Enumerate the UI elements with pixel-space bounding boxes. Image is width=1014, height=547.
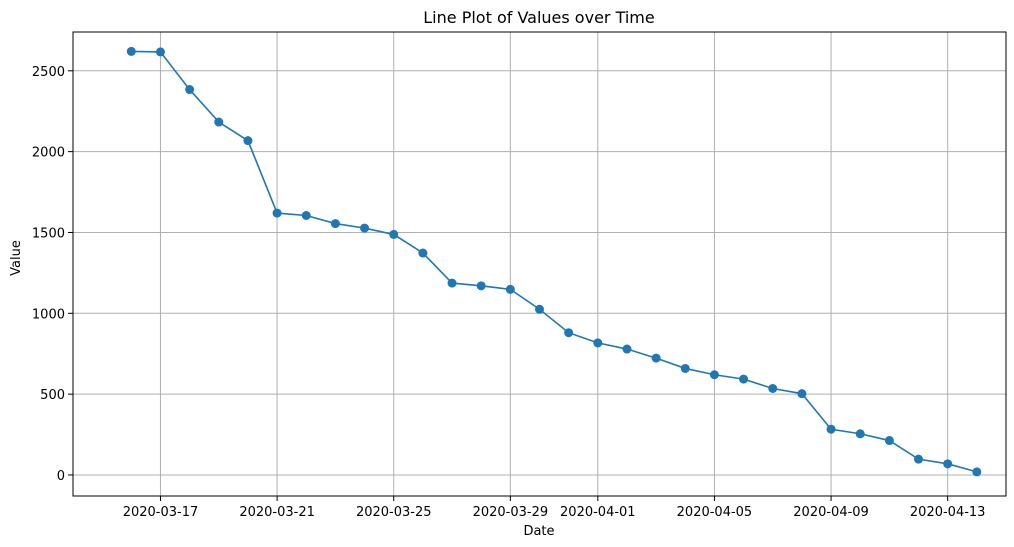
data-point — [505, 284, 515, 294]
data-point — [739, 374, 749, 384]
data-point — [360, 223, 370, 233]
plot-frame — [72, 31, 1007, 497]
data-point — [155, 47, 165, 57]
y-tick-label: 2500 — [32, 65, 65, 80]
data-point — [243, 136, 253, 146]
data-point — [768, 383, 778, 393]
data-point — [651, 353, 661, 363]
data-point — [301, 211, 311, 220]
data-point — [884, 436, 894, 446]
data-point — [330, 219, 340, 229]
series-line — [131, 50, 978, 473]
data-point — [972, 467, 982, 477]
x-axis-label: Date — [523, 524, 554, 539]
chart-title: Line Plot of Values over Time — [423, 8, 654, 27]
x-tick-label: 2020-03-25 — [356, 505, 432, 520]
x-tick-label: 2020-03-17 — [123, 505, 199, 520]
data-point — [593, 338, 603, 348]
data-point — [943, 459, 953, 469]
data-point — [214, 117, 224, 127]
x-tick-label: 2020-04-09 — [793, 505, 869, 520]
data-point — [855, 429, 865, 439]
data-point — [680, 363, 690, 373]
y-tick-label: 500 — [40, 388, 65, 403]
data-point — [272, 208, 282, 218]
data-point — [709, 370, 719, 380]
data-point — [826, 424, 836, 434]
data-point — [797, 389, 807, 399]
data-point — [476, 281, 486, 291]
y-tick-label: 1000 — [32, 307, 65, 322]
data-point — [914, 454, 924, 464]
series-layer — [126, 46, 982, 477]
y-axis-label: Value — [9, 240, 24, 276]
data-point — [126, 46, 136, 56]
y-tick-label: 1500 — [32, 226, 65, 241]
data-point — [185, 85, 195, 95]
grid-lines — [73, 32, 1006, 496]
data-point — [622, 344, 632, 354]
data-point — [535, 304, 544, 314]
y-tick-label: 0 — [57, 469, 65, 484]
x-tick-label: 2020-03-29 — [473, 505, 549, 520]
x-tick-label: 2020-04-01 — [560, 505, 636, 520]
data-point — [389, 229, 399, 239]
x-tick-label: 2020-04-05 — [677, 505, 753, 520]
data-point — [564, 328, 574, 338]
y-tick-label: 2000 — [32, 146, 65, 161]
axis-ticks: 2020-03-17 2020-03-21 2020-03-25 2020-03-29… — [32, 65, 986, 520]
x-tick-label: 2020-03-21 — [239, 505, 315, 520]
data-point — [447, 278, 457, 288]
x-tick-label: 2020-04-13 — [910, 505, 986, 520]
data-point — [418, 248, 428, 258]
